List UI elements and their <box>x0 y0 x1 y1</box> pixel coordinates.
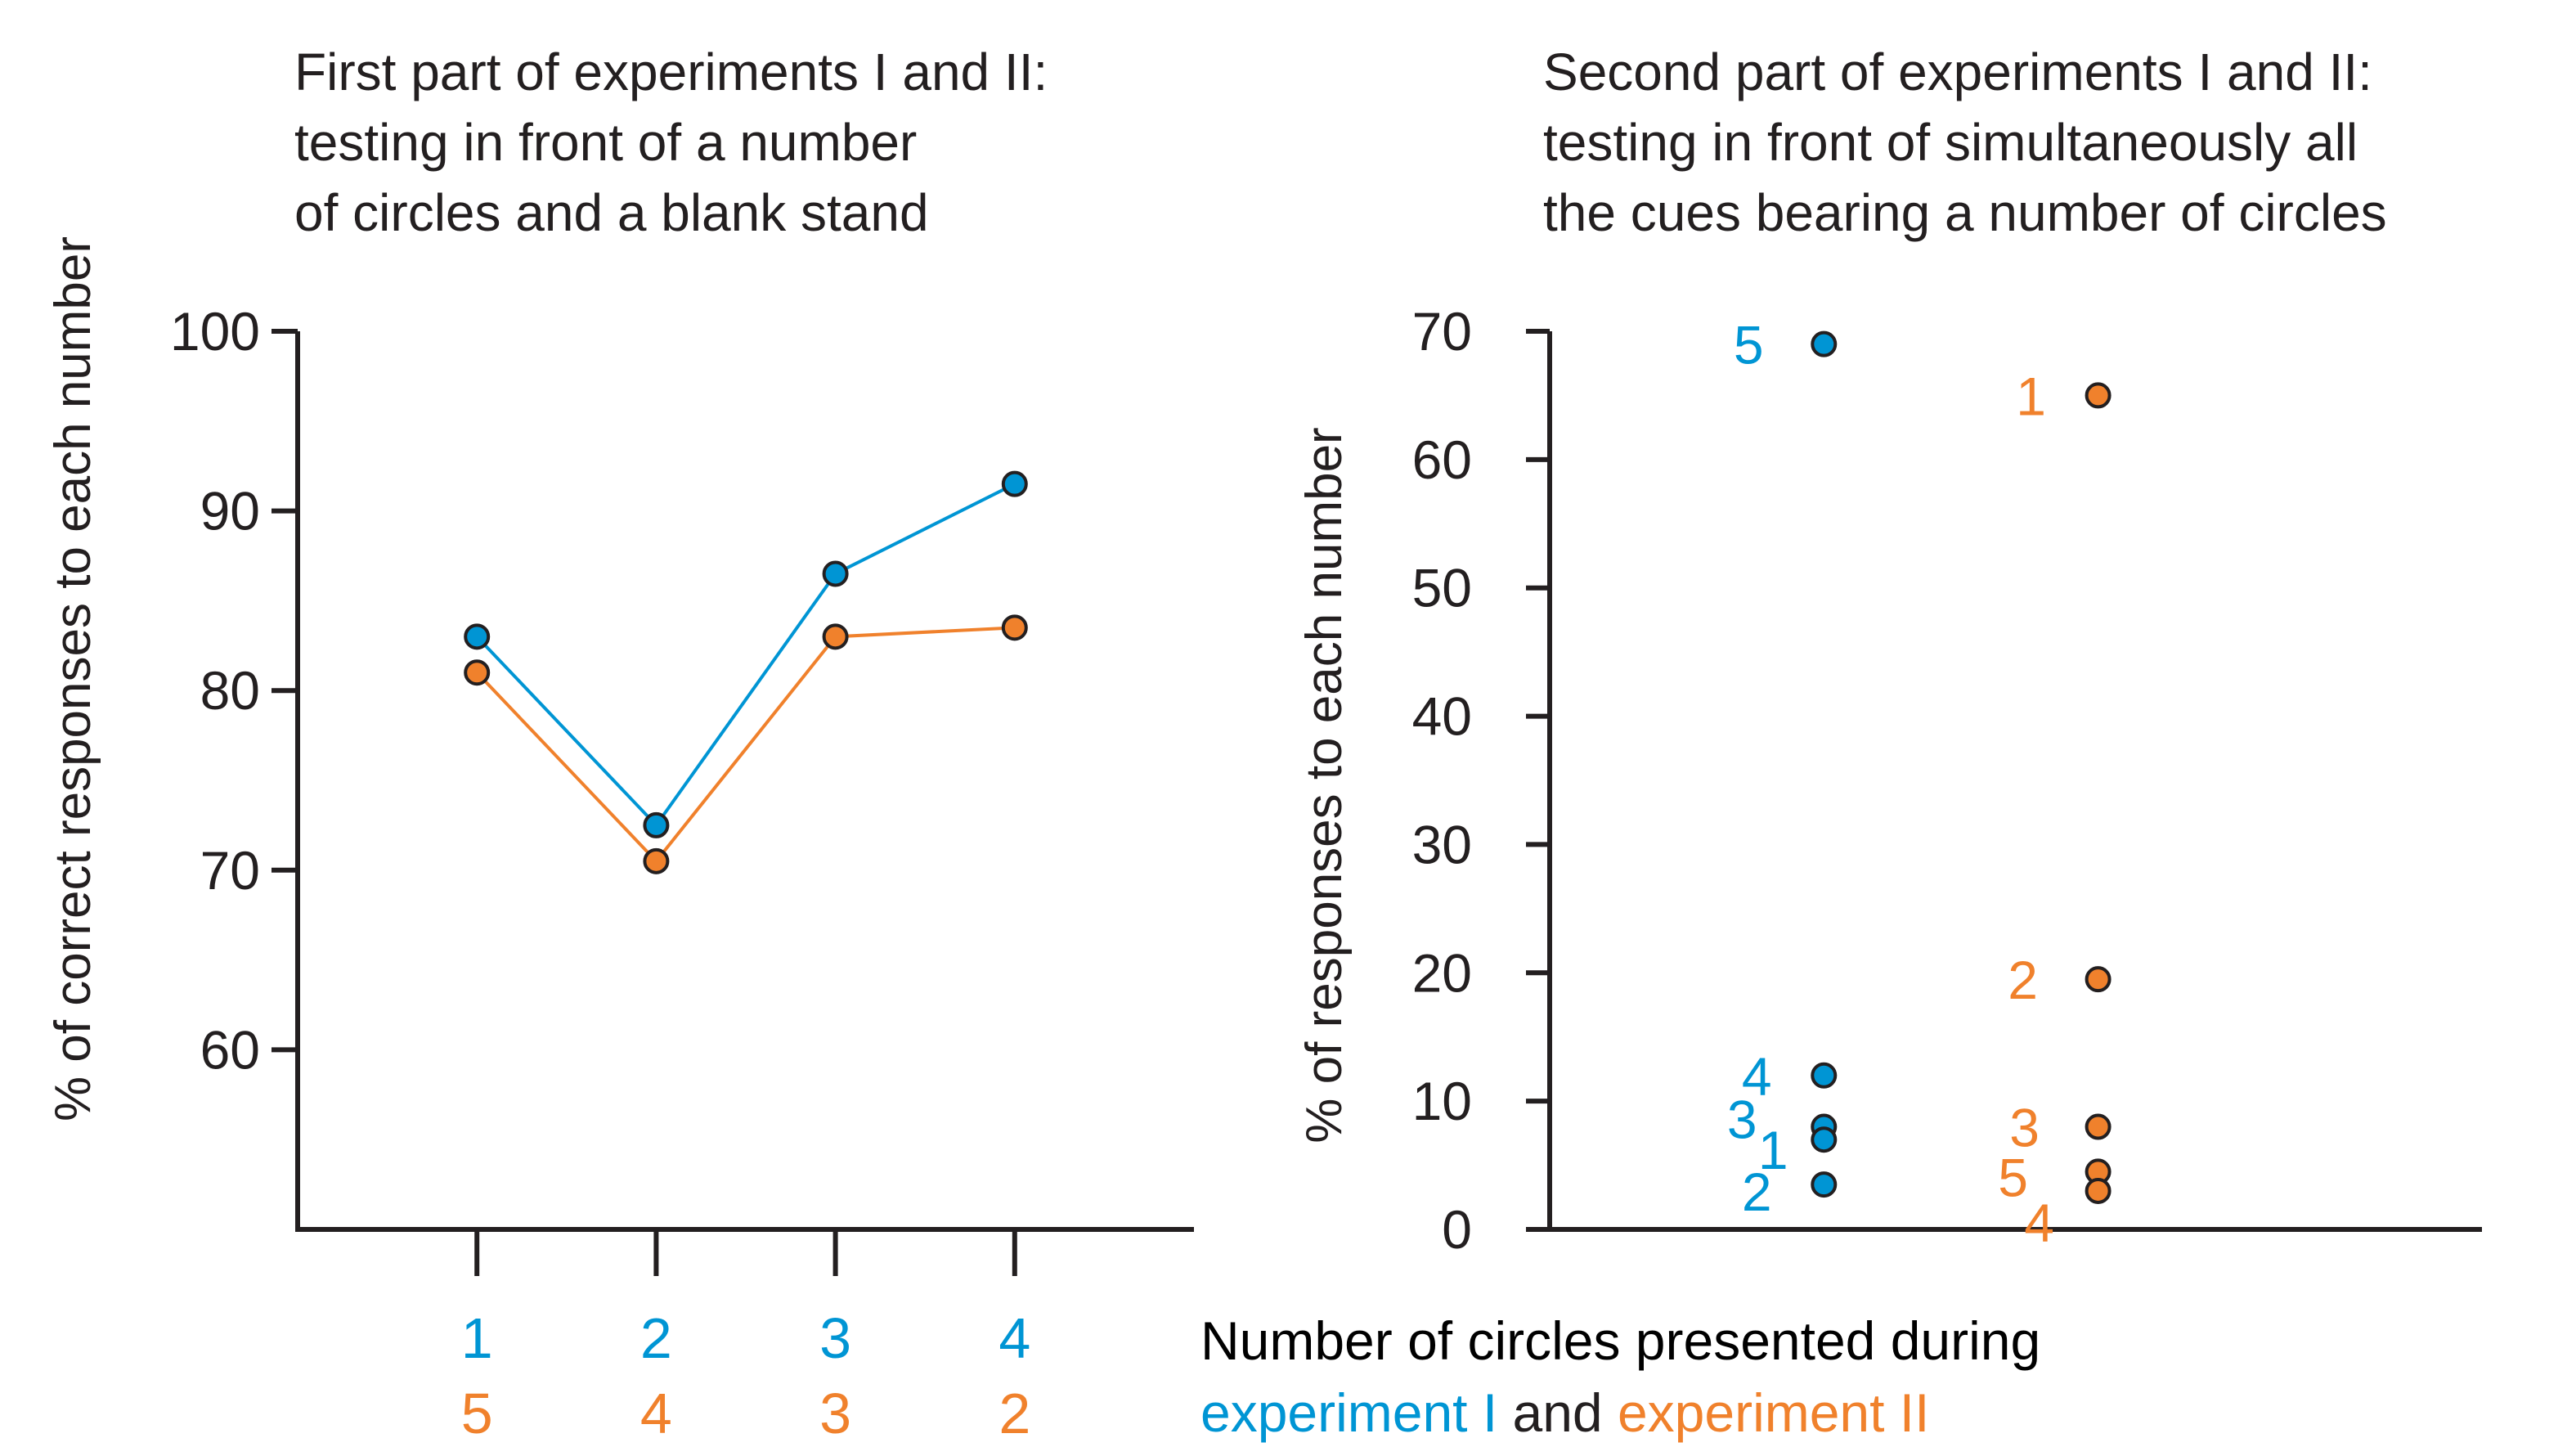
left-x-label-experiment-2: 4 <box>640 1382 672 1445</box>
left-x-label-experiment-2: 3 <box>819 1382 851 1445</box>
left-point-experiment-2 <box>464 659 491 686</box>
right-y-tick-label: 20 <box>1412 942 1472 1003</box>
left-point-experiment-2 <box>643 847 670 874</box>
left-y-tick-label: 90 <box>200 481 260 542</box>
left-x-label-experiment-2: 5 <box>461 1382 493 1445</box>
left-y-tick-label: 60 <box>200 1019 260 1080</box>
right-point-label-experiment-1: 1 <box>1758 1120 1788 1180</box>
left-series-line-experiment-2 <box>475 626 1015 864</box>
right-point-experiment-1 <box>1811 330 1838 357</box>
right-y-tick-label: 0 <box>1442 1199 1472 1260</box>
right-point-label-experiment-2: 3 <box>2009 1098 2040 1158</box>
left-x-label-experiment-1: 2 <box>640 1306 672 1370</box>
right-point-label-experiment-1: 2 <box>1742 1162 1772 1222</box>
right-point-label-experiment-1: 5 <box>1734 315 1764 375</box>
right-y-tick-label: 40 <box>1412 686 1472 747</box>
right-point-experiment-1 <box>1811 1062 1838 1089</box>
left-y-tick-label: 100 <box>170 301 260 362</box>
right-y-tick-label: 50 <box>1412 558 1472 618</box>
right-title-line-2: testing in front of simultaneously all <box>1543 113 2358 172</box>
left-x-label-experiment-1: 3 <box>819 1306 851 1370</box>
left-x-label-experiment-2: 2 <box>999 1382 1030 1445</box>
left-point-experiment-1 <box>643 811 670 838</box>
right-point-label-experiment-2: 1 <box>2016 366 2046 426</box>
right-y-tick-label: 10 <box>1412 1071 1472 1131</box>
x-axis-caption-line-2: experiment I and experiment II <box>1200 1382 1929 1443</box>
left-chart: First part of experiments I and II: test… <box>45 43 1194 1445</box>
right-point-label-experiment-1: 4 <box>1742 1046 1772 1107</box>
right-title-line-1: Second part of experiments I and II: <box>1543 43 2372 101</box>
right-point-label-experiment-2: 4 <box>2024 1193 2054 1253</box>
left-title-line-3: of circles and a blank stand <box>294 183 929 242</box>
right-y-tick-label: 70 <box>1412 301 1472 362</box>
right-point-label-experiment-1: 3 <box>1727 1090 1757 1150</box>
left-point-experiment-1 <box>464 623 491 650</box>
left-x-label-experiment-1: 1 <box>461 1306 493 1370</box>
right-y-tick-label: 30 <box>1412 814 1472 874</box>
left-title-line-2: testing in front of a number <box>294 113 917 172</box>
caption-experiment-1: experiment I <box>1200 1382 1497 1443</box>
left-x-label-experiment-1: 4 <box>999 1306 1030 1370</box>
right-title-line-3: the cues bearing a number of circles <box>1543 183 2387 242</box>
right-point-label-experiment-2: 5 <box>1998 1147 2028 1207</box>
right-point-experiment-2 <box>2085 966 2112 993</box>
left-point-experiment-1 <box>822 560 849 587</box>
left-y-tick-label: 80 <box>200 660 260 721</box>
right-point-experiment-2 <box>2085 1113 2112 1140</box>
right-point-experiment-2 <box>2085 1177 2112 1204</box>
left-point-experiment-1 <box>1001 470 1028 497</box>
left-point-experiment-2 <box>822 623 849 650</box>
right-y-tick-label: 60 <box>1412 429 1472 490</box>
right-point-experiment-2 <box>2085 382 2112 409</box>
x-axis-caption-line-1: Number of circles presented during <box>1200 1310 2040 1371</box>
right-point-label-experiment-2: 2 <box>2008 950 2038 1010</box>
left-y-tick-label: 70 <box>200 840 260 901</box>
left-point-experiment-2 <box>1001 614 1028 641</box>
left-series-line-experiment-1 <box>475 482 1016 829</box>
left-y-axis-label: % of correct responses to each number <box>45 236 101 1121</box>
right-point-experiment-1 <box>1811 1126 1838 1153</box>
caption-experiment-2: experiment II <box>1618 1382 1930 1443</box>
left-title-line-1: First part of experiments I and II: <box>294 43 1048 101</box>
right-point-experiment-1 <box>1811 1171 1838 1198</box>
right-y-axis-label: % of responses to each number <box>1296 427 1353 1143</box>
caption-and: and <box>1497 1382 1618 1443</box>
right-chart: Second part of experiments I and II: tes… <box>1296 43 2482 1260</box>
